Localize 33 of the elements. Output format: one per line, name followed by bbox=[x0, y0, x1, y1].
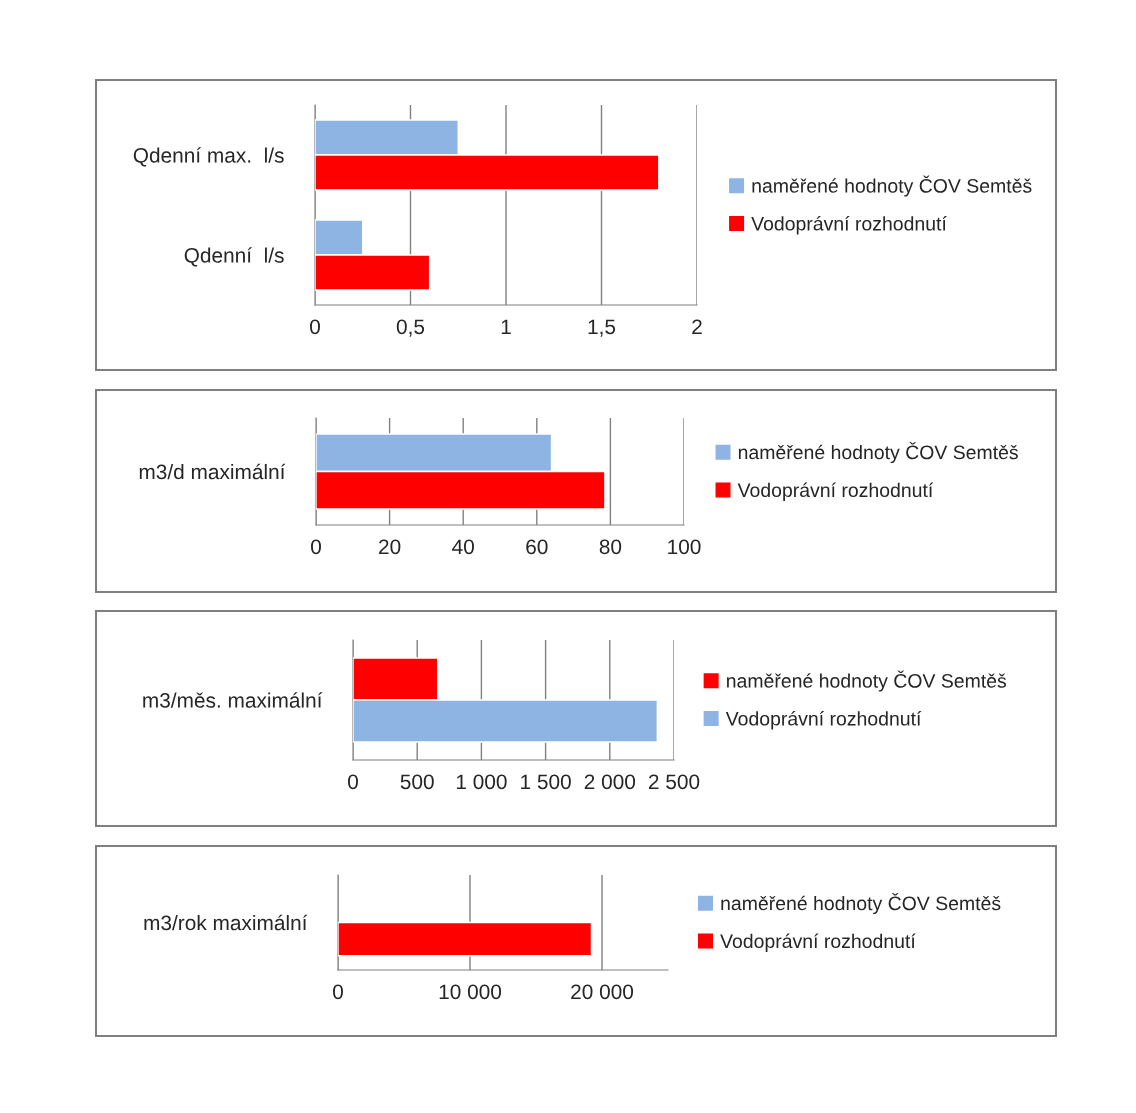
x-tick-label: 1 bbox=[501, 319, 511, 334]
x-tick-label: 80 bbox=[599, 539, 622, 555]
x-tick-label: 10 000 bbox=[439, 984, 502, 1000]
x-tick-label: 100 bbox=[668, 539, 701, 555]
x-tick-label: 60 bbox=[526, 539, 548, 555]
x-tick-label: 1 000 bbox=[456, 774, 507, 790]
x-tick-label: 20 bbox=[379, 539, 401, 555]
x-tick-label: 2 000 bbox=[584, 774, 636, 790]
legend-label: naměřené hodnoty ČOV Semtěš bbox=[721, 893, 1001, 915]
x-tick-label: 20 000 bbox=[571, 984, 634, 1000]
y-tick-label: m3/d maximální bbox=[139, 463, 286, 480]
x-tick-label: 2 500 bbox=[648, 774, 700, 790]
legend-label: Vodoprávní rozhodnutí bbox=[725, 711, 922, 730]
y-tick-label: Qdenní l/s bbox=[184, 247, 284, 267]
legend-label: naměřené hodnoty ČOV Semtěš bbox=[738, 442, 1018, 464]
x-tick-label: 2 bbox=[692, 319, 702, 334]
legend-label: Vodoprávní rozhodnutí bbox=[720, 933, 916, 952]
legend-label: naměřené hodnoty ČOV Semtěš bbox=[727, 670, 1007, 692]
legend-label: naměřené hodnoty ČOV Semtěš bbox=[752, 175, 1032, 197]
y-tick-label: m3/rok maximální bbox=[144, 914, 308, 931]
legend-label: Vodoprávní rozhodnutí bbox=[737, 482, 934, 501]
x-tick-label: 500 bbox=[400, 774, 434, 790]
x-tick-label: 0,5 bbox=[396, 319, 425, 337]
x-tick-label: 0 bbox=[348, 774, 358, 790]
legend-label: Vodoprávní rozhodnutí bbox=[751, 216, 947, 235]
x-tick-label: 0 bbox=[310, 319, 320, 335]
x-tick-label: 1 500 bbox=[521, 774, 571, 790]
x-tick-label: 0 bbox=[333, 984, 343, 1000]
x-tick-label: 0 bbox=[311, 539, 321, 555]
x-tick-label: 40 bbox=[452, 539, 474, 555]
x-tick-label: 1,5 bbox=[588, 319, 616, 337]
y-tick-label: m3/měs. maximální bbox=[143, 692, 323, 708]
y-tick-label: Qdenní max. l/s bbox=[133, 147, 284, 167]
